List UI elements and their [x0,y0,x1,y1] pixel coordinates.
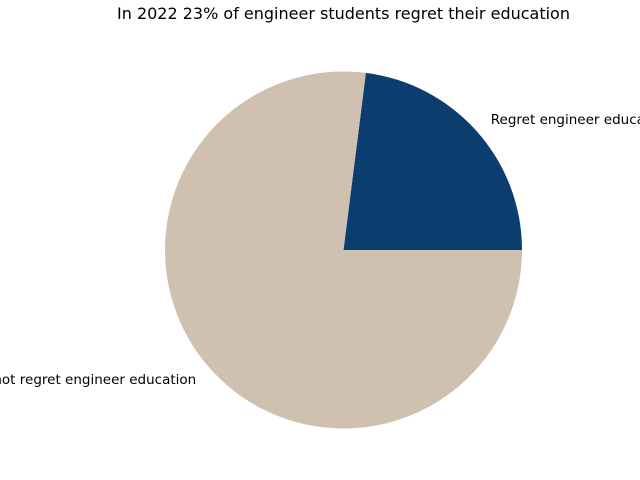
pie-slices [165,71,523,429]
chart-title: In 2022 23% of engineer students regret … [117,4,570,23]
pie-slice-label-0: Regret engineer education [491,112,640,128]
pie-slice-0 [343,72,522,250]
pie-slice-1 [165,71,523,429]
pie-slice-label-1: Do not regret engineer education [0,372,196,388]
pie-labels: Regret engineer education Do not regret e… [0,112,640,388]
